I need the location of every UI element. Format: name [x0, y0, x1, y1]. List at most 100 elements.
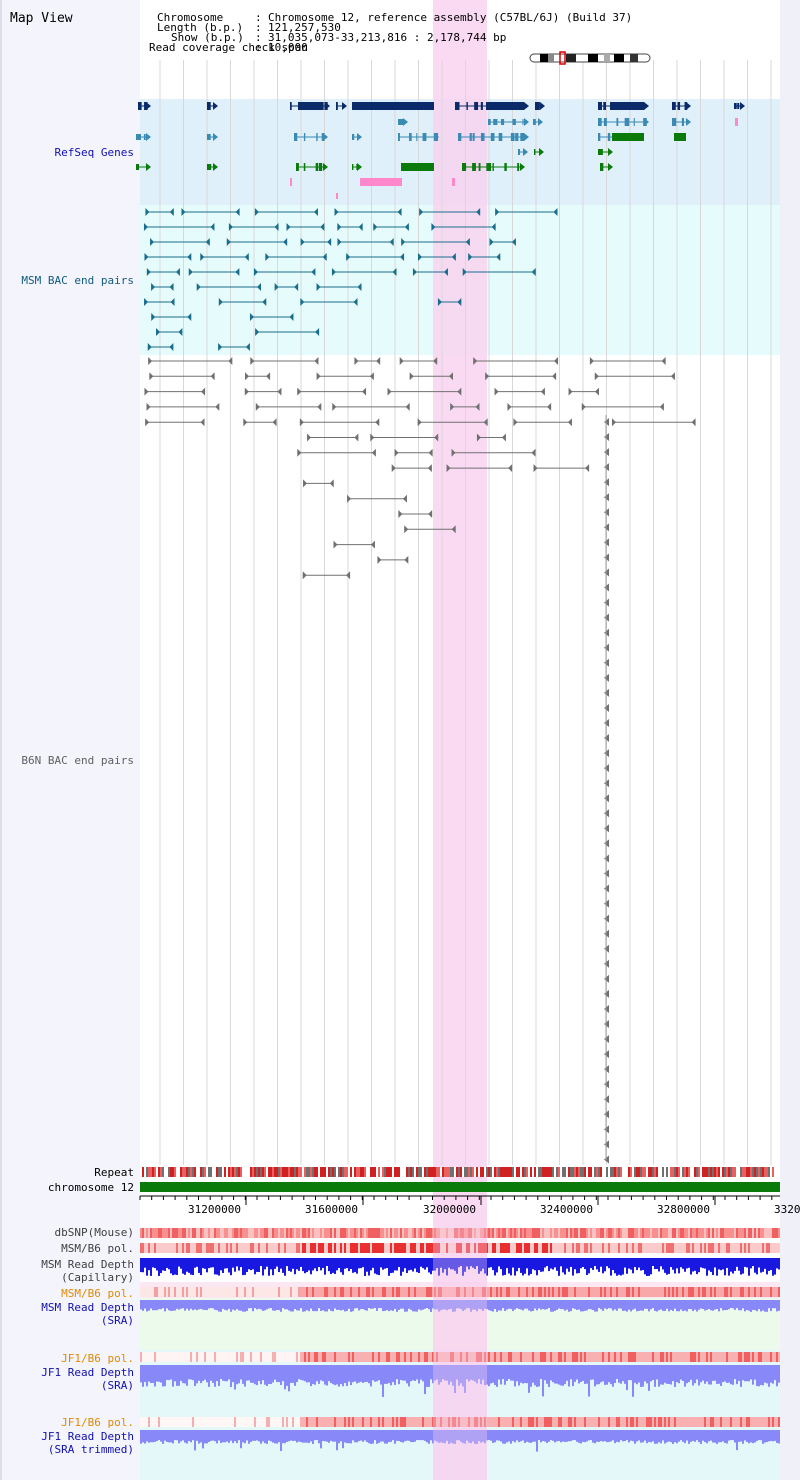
track-label-jf1-b6-pol[interactable]: JF1/B6 pol.: [61, 1352, 134, 1365]
b6n-bac-pair-end: [399, 357, 404, 365]
jf1-depth-trimmed-bar: [528, 1430, 530, 1443]
msm-bac-pair-end: [274, 283, 279, 291]
jf1-b6-pol-cell: [624, 1352, 626, 1362]
msm-b6-pol-cell: [602, 1243, 604, 1253]
jf1-b6-pol-trimmed-cell: [672, 1417, 674, 1427]
dbsnp-cell: [252, 1228, 254, 1238]
track-label-refseq[interactable]: RefSeq Genes: [54, 146, 134, 159]
jf1-depth-trimmed-bar: [710, 1430, 712, 1441]
track-label-jf1-depth-trimmed[interactable]: JF1 Read Depth: [41, 1430, 134, 1443]
dbsnp-cell: [572, 1228, 574, 1238]
msm-depth-capillary-bar: [750, 1258, 752, 1269]
msm-b6-pol-sra-cell: [668, 1287, 670, 1297]
jf1-b6-pol-trimmed-cell: [612, 1417, 614, 1427]
dbsnp-cell: [272, 1228, 274, 1238]
jf1-depth-trimmed-bar: [544, 1430, 546, 1442]
msm-b6-pol-cell: [246, 1243, 248, 1253]
msm-bac-pair-end: [253, 268, 258, 276]
msm-b6-pol-cell: [356, 1243, 358, 1253]
msm-b6-pol-sra-cell: [672, 1287, 674, 1297]
repeat-segment: [620, 1167, 622, 1177]
jf1-depth-sra-bar: [666, 1365, 668, 1384]
dbsnp-cell: [450, 1228, 452, 1238]
jf1-b6-pol-cell: [716, 1352, 718, 1362]
jf1-b6-pol-cell: [272, 1352, 274, 1362]
msm-depth-capillary-bar: [466, 1258, 468, 1267]
jf1-b6-pol-cell: [458, 1352, 460, 1362]
msm-b6-pol-sra-cell: [298, 1287, 300, 1297]
msm-b6-pol-cell: [624, 1243, 626, 1253]
jf1-b6-pol-trimmed-cell: [220, 1417, 222, 1427]
track-label-msm-depth-capillary[interactable]: MSM Read Depth: [41, 1258, 134, 1271]
msm-depth-capillary-bar: [592, 1258, 594, 1270]
jf1-b6-pol-cell: [302, 1352, 304, 1362]
msm-b6-pol-cell: [508, 1243, 510, 1253]
dbsnp-cell: [764, 1228, 766, 1238]
dbsnp-cell: [488, 1228, 490, 1238]
jf1-depth-sra-bar: [586, 1365, 588, 1384]
jf1-b6-pol-trimmed-cell: [636, 1417, 638, 1427]
repeat-segment: [408, 1167, 410, 1177]
dbsnp-cell: [250, 1228, 252, 1238]
jf1-b6-pol-trimmed-cell: [232, 1417, 234, 1427]
msm-depth-sra-bar: [632, 1300, 634, 1310]
jf1-depth-trimmed-bar: [550, 1430, 552, 1441]
track-label-msm-b6-pol[interactable]: MSM/B6 pol.: [61, 1242, 134, 1255]
msm-depth-capillary-bar: [216, 1258, 218, 1275]
b6n-bac-pair-end: [659, 402, 664, 411]
msm-depth-capillary-bar: [680, 1258, 682, 1268]
track-label-jf1-depth-sra[interactable]: JF1 Read Depth: [41, 1366, 134, 1379]
jf1-depth-trimmed-bar: [554, 1430, 556, 1443]
refseq-gene-exon: [734, 103, 737, 109]
msm-depth-sra-bar: [234, 1300, 236, 1311]
jf1-depth-trimmed-bar: [280, 1430, 282, 1452]
track-label-msm-depth-sra[interactable]: MSM Read Depth: [41, 1301, 134, 1314]
track-label-msm-b6-pol-sra[interactable]: MSM/B6 pol.: [61, 1287, 134, 1300]
track-label-dbsnp[interactable]: dbSNP(Mouse): [54, 1226, 134, 1239]
jf1-b6-pol-cell: [636, 1352, 638, 1362]
dbsnp-cell: [560, 1228, 562, 1238]
msm-bac-pair-end: [357, 283, 362, 291]
track-label-b6n-bac[interactable]: B6N BAC end pairs: [21, 754, 134, 767]
track-label-repeat[interactable]: Repeat: [94, 1166, 134, 1179]
msm-depth-sra-bar: [708, 1300, 710, 1310]
repeat-segment: [380, 1167, 382, 1177]
refseq-gene-exon: [144, 102, 148, 110]
jf1-b6-pol-cell: [250, 1352, 252, 1362]
msm-depth-capillary-bar: [684, 1258, 686, 1272]
msm-b6-pol-sra-cell: [252, 1287, 254, 1297]
msm-depth-capillary-bar: [194, 1258, 196, 1268]
msm-b6-pol-sra-cell: [240, 1287, 242, 1297]
jf1-depth-sra-bar: [312, 1365, 314, 1385]
jf1-b6-pol-trimmed-cell: [250, 1417, 252, 1427]
jf1-depth-trimmed-bar: [634, 1430, 636, 1444]
msm-b6-pol-cell: [182, 1243, 184, 1253]
jf1-depth-sra-bar: [418, 1365, 420, 1384]
msm-bac-pair-end: [315, 328, 320, 336]
msm-depth-capillary-bar: [662, 1258, 664, 1270]
repeat-segment: [746, 1167, 748, 1177]
msm-depth-capillary-bar: [166, 1258, 168, 1268]
msm-b6-pol-sra-cell: [554, 1287, 556, 1297]
msm-depth-capillary-bar: [622, 1258, 624, 1275]
msm-b6-pol-cell: [378, 1243, 380, 1253]
msm-b6-pol-sra-cell: [142, 1287, 144, 1297]
track-label-msm-bac[interactable]: MSM BAC end pairs: [21, 274, 134, 287]
msm-b6-pol-sra-cell: [464, 1287, 466, 1297]
jf1-b6-pol-trimmed-cell: [532, 1417, 534, 1427]
track-label-chromosome[interactable]: chromosome 12: [47, 1181, 134, 1194]
msm-depth-capillary-bar: [168, 1258, 170, 1270]
msm-b6-pol-cell: [214, 1243, 216, 1253]
track-label-jf1-b6-pol-trimmed[interactable]: JF1/B6 pol.: [61, 1416, 134, 1429]
ideogram-band: [548, 54, 554, 62]
dbsnp-cell: [594, 1228, 596, 1238]
refseq-gene-arrow: [403, 118, 408, 126]
jf1-b6-pol-trimmed-cell: [414, 1417, 416, 1427]
jf1-b6-pol-cell: [152, 1352, 154, 1362]
jf1-b6-pol-cell: [608, 1352, 610, 1362]
msm-depth-sra-bar: [182, 1300, 184, 1309]
msm-depth-sra-bar: [200, 1300, 202, 1309]
jf1-b6-pol-trimmed-cell: [192, 1417, 194, 1427]
jf1-depth-sra-bar: [566, 1365, 568, 1381]
